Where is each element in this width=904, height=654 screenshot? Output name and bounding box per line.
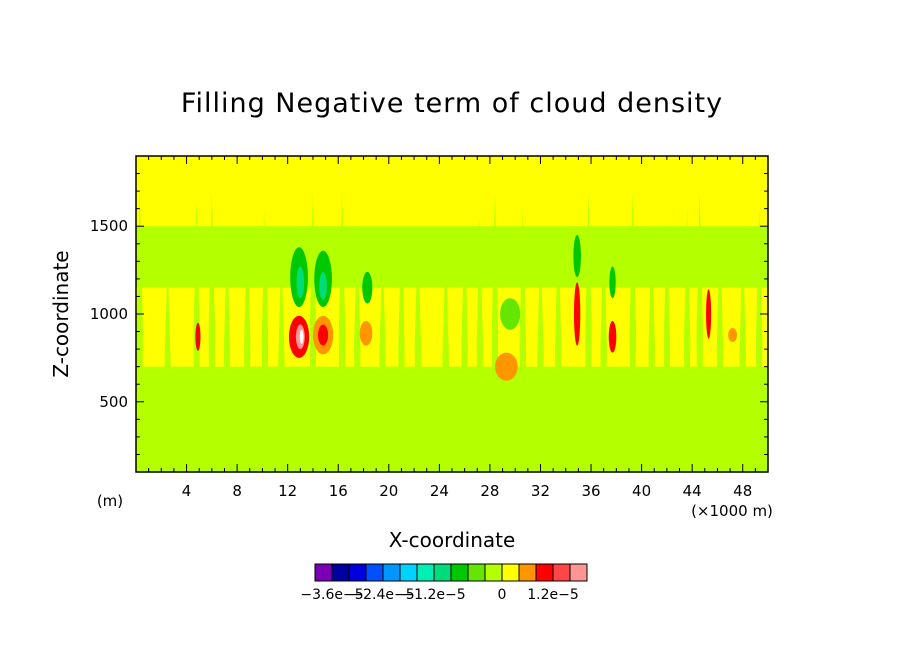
- x-tick-label: 32: [531, 482, 550, 500]
- colorbar-label: −2.4e−5: [351, 587, 414, 603]
- colorbar-swatch: [331, 563, 350, 582]
- contour-red-blob-35: [573, 282, 581, 346]
- contour-red-blob-38: [608, 321, 617, 353]
- streak-5: [244, 226, 251, 464]
- streak-10: [354, 235, 361, 455]
- contour-orange-blob-47: [728, 328, 738, 343]
- streak-23: [629, 191, 636, 472]
- colorbar-swatch: [552, 563, 571, 582]
- x-tick-label: 20: [379, 482, 398, 500]
- colorbar-swatch: [365, 563, 384, 582]
- streak-29: [739, 235, 746, 472]
- x-tick-label: 4: [182, 482, 192, 500]
- contour-green-blob-18: [362, 271, 373, 304]
- streak-25: [663, 217, 671, 472]
- contour-green-blob-29: [500, 298, 521, 330]
- colorbar-swatch: [535, 563, 554, 582]
- x-tick-label: 8: [232, 482, 242, 500]
- streak-22: [600, 226, 607, 472]
- colorbar-swatch: [484, 563, 503, 582]
- colorbar-swatch: [518, 563, 537, 582]
- streak-30: [755, 208, 763, 472]
- x-unit-right: (×1000 m): [691, 502, 773, 520]
- contour-red-blob-5: [195, 322, 201, 351]
- streak-11: [379, 243, 386, 472]
- streak-3: [208, 191, 216, 472]
- colorbar-swatch: [450, 563, 469, 582]
- x-tick-label: 12: [278, 482, 297, 500]
- colorbar-swatch: [467, 563, 486, 582]
- colorbar-swatch: [348, 563, 367, 582]
- x-axis-label: X-coordinate: [389, 528, 516, 552]
- streak-19: [537, 243, 544, 464]
- streak-6: [261, 208, 269, 472]
- streak-15: [461, 226, 468, 464]
- colorbar-swatch: [433, 563, 452, 582]
- x-tick-label: 44: [683, 482, 702, 500]
- contour-white-core-13: [299, 329, 304, 344]
- streak-7: [278, 252, 285, 472]
- colorbar-labels: −3.6e−5−2.4e−5−1.2e−5 0 1.2e−5: [300, 587, 578, 603]
- y-axis: 500 1000 1500: [90, 173, 768, 455]
- streak-20: [554, 226, 562, 472]
- x-tick-label: 24: [430, 482, 449, 500]
- band-light-green-upper: [136, 226, 768, 288]
- streak-14: [442, 243, 449, 472]
- chart-title: Filling Negative term of cloud density: [181, 88, 723, 119]
- colorbar-swatch: [501, 563, 520, 582]
- colorbar-swatch: [399, 563, 418, 582]
- streak-27: [696, 191, 703, 472]
- contour-orange-blob-29: [494, 352, 518, 381]
- contour-orange-blob-18: [359, 321, 373, 346]
- contour-layers: [136, 191, 768, 472]
- x-tick-label: 40: [632, 482, 651, 500]
- colorbar-label: 1.2e−5: [527, 587, 579, 603]
- streak-8: [309, 191, 317, 472]
- contour-green-blob-35: [573, 235, 581, 278]
- contour-green-core-15: [319, 271, 327, 300]
- streak-13: [414, 235, 422, 455]
- y-tick-label: 1500: [90, 217, 128, 235]
- streak-18: [519, 208, 526, 472]
- colorbar-swatch: [314, 563, 333, 582]
- band-light-green-lower: [136, 366, 768, 472]
- y-axis-label: Z-coordinate: [49, 250, 73, 377]
- streak-9: [338, 191, 346, 472]
- x-unit-left: (m): [97, 492, 123, 510]
- streak-12: [398, 226, 405, 472]
- colorbar-label: −1.2e−5: [402, 587, 465, 603]
- colorbar-label: −3.6e−5: [300, 587, 363, 603]
- streak-16: [476, 217, 484, 472]
- contour-red-blob-45: [706, 289, 712, 339]
- streak-17: [491, 191, 499, 472]
- streak-24: [648, 235, 655, 464]
- colorbar-swatch: [382, 563, 401, 582]
- contour-green-core-13: [296, 266, 305, 299]
- x-axis: 4 8 12 16 20 24 28 32 36 40 44 48: [148, 156, 756, 500]
- x-tick-label: 28: [480, 482, 499, 500]
- contour-green-blob-38: [609, 266, 616, 299]
- x-tick-label: 16: [329, 482, 348, 500]
- streak-4: [223, 243, 231, 455]
- colorbar: [314, 563, 588, 582]
- streak-21: [585, 191, 592, 472]
- x-tick-label: 36: [581, 482, 600, 500]
- colorbar-swatch: [569, 563, 588, 582]
- colorbar-label: 0: [498, 587, 507, 603]
- streak-26: [683, 208, 691, 472]
- x-tick-label: 48: [733, 482, 752, 500]
- y-tick-label: 500: [99, 393, 128, 411]
- y-tick-label: 1000: [90, 305, 128, 323]
- streak-1: [164, 261, 171, 472]
- streak-28: [716, 226, 724, 472]
- contour-red-core-15: [318, 324, 329, 346]
- colorbar-swatch: [416, 563, 435, 582]
